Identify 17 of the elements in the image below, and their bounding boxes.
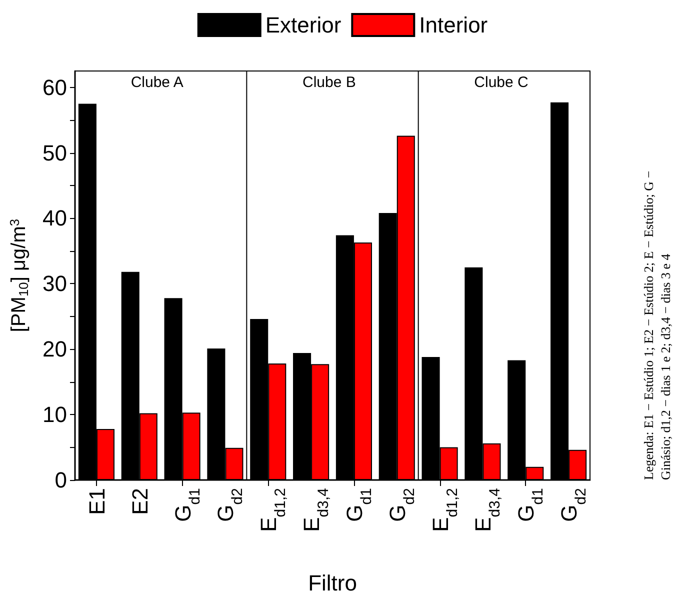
legend-label: Exterior	[265, 12, 342, 38]
annotation: Clube A	[130, 74, 184, 91]
y-tick-label: 30	[42, 271, 67, 296]
x-tick-label: E2	[127, 488, 152, 515]
y-tick-label: 60	[42, 74, 67, 100]
y-axis-title: [PM10] μg/m3	[7, 218, 31, 332]
annotation: Clube C	[474, 74, 529, 91]
text: Legenda: E1 − Estúdio 1; E2 − Estúdio 2; E − Estúdio; G − Ginásio; d1,2 − dias 1 e 2; d3,4 − dias 3 e 4	[641, 168, 673, 480]
annotation: Clube B	[302, 74, 356, 91]
y-tick-label: 0	[54, 468, 67, 492]
legend-label: Interior	[419, 12, 488, 38]
y-tick-label: 50	[42, 140, 67, 166]
x-tick-label: E1	[84, 488, 110, 515]
x-axis-title: Filtro	[308, 570, 357, 596]
y-tick-label: 10	[42, 402, 67, 428]
y-tick-label: 40	[42, 206, 67, 231]
y-tick-label: 20	[42, 336, 67, 362]
